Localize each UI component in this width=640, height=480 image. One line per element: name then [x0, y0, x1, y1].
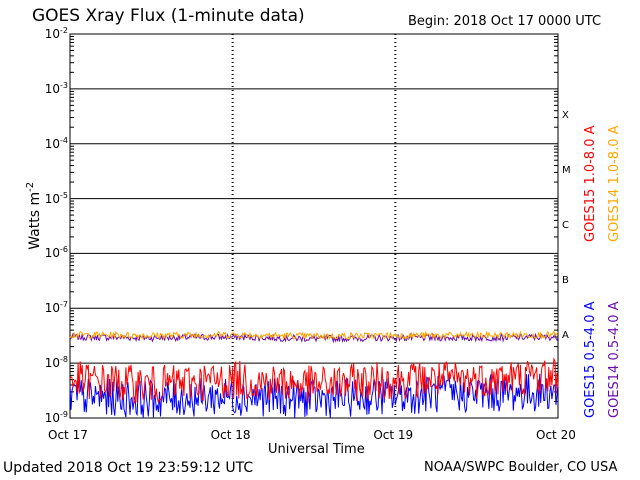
y-tick-base: 10 [44, 136, 61, 151]
y-tick-base: 10 [44, 191, 61, 206]
y-tick-exponent: -5 [60, 190, 68, 200]
grid [70, 34, 558, 418]
y-tick-base: 10 [44, 81, 61, 96]
y-tick-label: 10-8 [28, 355, 68, 370]
y-tick-label: 10-4 [28, 136, 68, 151]
series-group [69, 330, 559, 419]
flare-class-m: M [562, 165, 571, 177]
x-axis-label: Universal Time [268, 442, 365, 457]
y-tick-exponent: -7 [60, 300, 68, 310]
y-tick-exponent: -2 [60, 26, 68, 35]
x-tick-label: Oct 18 [210, 428, 251, 442]
flare-class-a: A [562, 329, 569, 341]
updated-timestamp: Updated 2018 Oct 19 23:59:12 UTC [3, 460, 254, 476]
y-tick-exponent: -3 [60, 80, 68, 90]
y-tick-label: 10-6 [28, 245, 68, 260]
y-tick-label: 10-7 [28, 300, 68, 315]
y-tick-exponent: -4 [60, 135, 68, 145]
legend-entry: GOES15 0.5-4.0 A [583, 301, 598, 418]
chart-title: GOES Xray Flux (1-minute data) [32, 6, 305, 26]
y-tick-label: 10-3 [28, 81, 68, 96]
flare-class-b: B [562, 274, 569, 286]
legend-entry: GOES14 1.0-8.0 A [607, 125, 622, 242]
y-tick-exponent: -8 [60, 355, 68, 365]
plot-frame [69, 33, 559, 419]
legend-entry: GOES14 0.5-4.0 A [607, 301, 622, 418]
series-line-goes14-1-0-8-0-a [69, 330, 559, 341]
y-tick-exponent: -6 [60, 245, 68, 255]
y-tick-exponent: -9 [60, 410, 68, 419]
y-tick-base: 10 [44, 411, 61, 425]
x-tick-label: Oct 19 [373, 428, 414, 442]
y-tick-label: 10-5 [28, 191, 68, 206]
y-tick-base: 10 [44, 356, 61, 371]
y-tick-label: 10-2 [28, 26, 68, 41]
y-tick-base: 10 [44, 27, 61, 41]
y-tick-base: 10 [44, 246, 61, 261]
y-tick-base: 10 [44, 301, 61, 316]
credit-label: NOAA/SWPC Boulder, CO USA [424, 460, 618, 475]
flare-class-c: C [562, 220, 569, 231]
begin-time-label: Begin: 2018 Oct 17 0000 UTC [408, 14, 602, 29]
series-line-goes14-0-5-4-0-a [69, 332, 559, 344]
y-tick-label: 10-9 [28, 410, 68, 425]
flare-class-x: X [562, 110, 569, 122]
series-line-goes15-1-0-8-0-a [69, 357, 559, 404]
legend-entry: GOES15 1.0-8.0 A [583, 125, 598, 242]
x-tick-label: Oct 20 [536, 428, 576, 442]
x-tick-label: Oct 17 [48, 428, 88, 442]
